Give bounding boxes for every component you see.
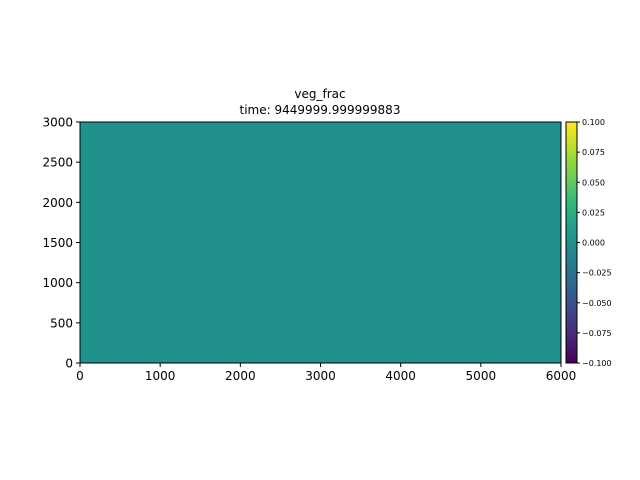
colorbar-tick-label: −0.075 [582, 329, 612, 338]
y-tick-label: 2500 [42, 156, 73, 170]
colorbar-tick-label: 0.075 [582, 148, 605, 157]
colorbar-tick-label: −0.025 [582, 269, 612, 278]
chart-subtitle: time: 9449999.999999883 [240, 103, 401, 117]
y-axis: 0 500 1000 1500 2000 2500 3000 [42, 116, 80, 371]
y-tick-label: 1500 [42, 236, 73, 250]
colorbar-tick-label: 0.100 [582, 118, 605, 127]
x-tick-label: 3000 [305, 369, 336, 383]
y-tick-label: 500 [50, 316, 73, 330]
x-tick-label: 0 [76, 369, 84, 383]
colorbar: −0.100 −0.075 −0.050 −0.025 0.000 0.025 0.050 0… [565, 118, 612, 368]
colorbar-ticks: −0.100 −0.075 −0.050 −0.025 0.000 0.025 0.050 0… [577, 118, 612, 368]
colorbar-tick-label: 0.050 [582, 178, 605, 187]
chart-title: veg_frac [294, 87, 345, 101]
colorbar-tick-label: −0.050 [582, 299, 612, 308]
x-tick-label: 4000 [385, 369, 416, 383]
x-tick-label: 2000 [225, 369, 256, 383]
x-tick-label: 5000 [466, 369, 497, 383]
x-axis: 0 1000 2000 3000 4000 5000 6000 [76, 363, 576, 383]
x-tick-label: 1000 [145, 369, 176, 383]
colorbar-tick-label: 0.025 [582, 208, 605, 217]
colorbar-gradient [566, 122, 577, 363]
y-tick-label: 2000 [42, 196, 73, 210]
plot-area: 0 1000 2000 3000 4000 5000 6000 0 500 1000 1500 20… [42, 116, 576, 384]
y-tick-label: 3000 [42, 116, 73, 130]
heatmap-field [80, 122, 561, 363]
colorbar-tick-label: −0.100 [582, 359, 612, 368]
y-tick-label: 1000 [42, 276, 73, 290]
colorbar-tick-label: 0.000 [582, 239, 605, 248]
y-tick-label: 0 [65, 357, 73, 371]
x-tick-label: 6000 [546, 369, 577, 383]
